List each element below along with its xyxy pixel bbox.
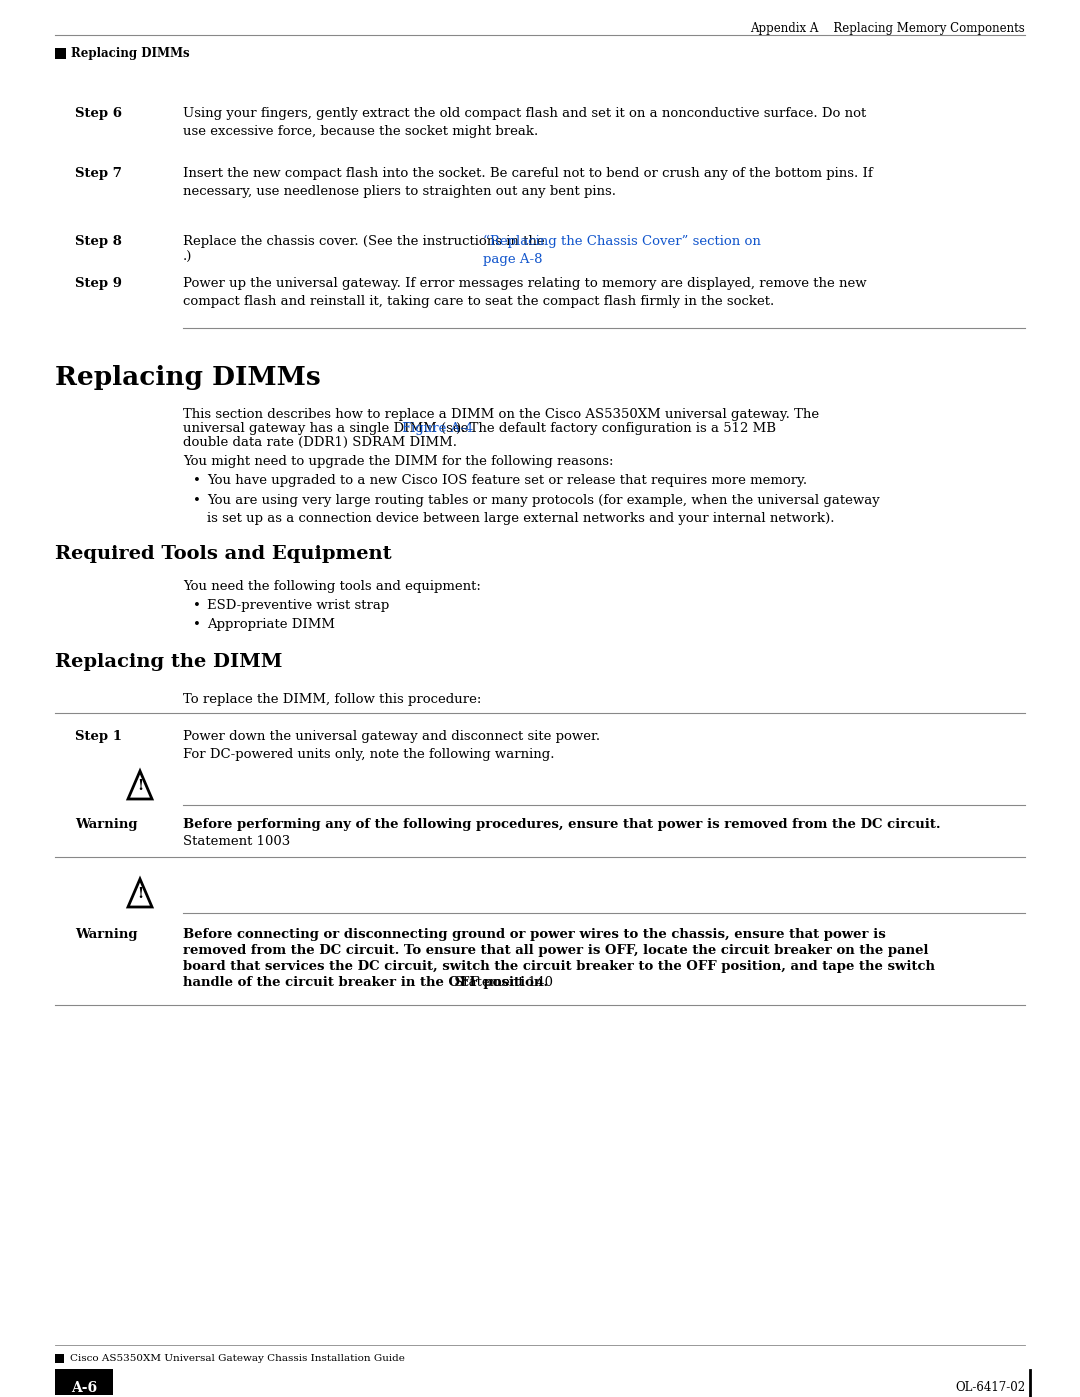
Text: Using your fingers, gently extract the old compact flash and set it on a noncond: Using your fingers, gently extract the o… — [183, 108, 866, 138]
Text: •: • — [193, 495, 201, 507]
Text: Figure A-4: Figure A-4 — [403, 422, 474, 434]
Text: Replacing DIMMs: Replacing DIMMs — [55, 365, 321, 390]
Text: Step 7: Step 7 — [75, 168, 122, 180]
Text: A-6: A-6 — [71, 1382, 97, 1396]
Text: For DC-powered units only, note the following warning.: For DC-powered units only, note the foll… — [183, 747, 554, 761]
Bar — [55, 1369, 113, 1396]
Bar — [55, 1354, 64, 1362]
Text: Replacing the DIMM: Replacing the DIMM — [55, 652, 282, 671]
Text: Replace the chassis cover. (See the instructions in the: Replace the chassis cover. (See the inst… — [183, 235, 549, 249]
Text: Before performing any of the following procedures, ensure that power is removed : Before performing any of the following p… — [183, 819, 941, 831]
Text: Step 6: Step 6 — [75, 108, 122, 120]
Text: •: • — [193, 617, 201, 631]
Text: Step 8: Step 8 — [75, 235, 122, 249]
Text: Statement 140: Statement 140 — [450, 977, 554, 989]
Text: Warning: Warning — [75, 928, 137, 942]
Text: Step 1: Step 1 — [75, 731, 122, 743]
Text: OL-6417-02: OL-6417-02 — [955, 1382, 1025, 1394]
Text: •: • — [193, 599, 201, 612]
Text: ESD-preventive wrist strap: ESD-preventive wrist strap — [207, 599, 389, 612]
Text: !: ! — [137, 887, 143, 901]
Text: Power up the universal gateway. If error messages relating to memory are display: Power up the universal gateway. If error… — [183, 277, 866, 307]
Polygon shape — [129, 771, 152, 799]
Text: You might need to upgrade the DIMM for the following reasons:: You might need to upgrade the DIMM for t… — [183, 455, 613, 468]
Text: universal gateway has a single DIMM (see: universal gateway has a single DIMM (see — [183, 422, 473, 434]
Text: !: ! — [137, 780, 143, 793]
Text: Appendix A    Replacing Memory Components: Appendix A Replacing Memory Components — [751, 22, 1025, 35]
Text: Insert the new compact flash into the socket. Be careful not to bend or crush an: Insert the new compact flash into the so… — [183, 168, 873, 198]
Text: removed from the DC circuit. To ensure that all power is OFF, locate the circuit: removed from the DC circuit. To ensure t… — [183, 944, 929, 957]
Text: “Replacing the Chassis Cover” section on
page A-8: “Replacing the Chassis Cover” section on… — [483, 235, 760, 267]
Text: ). The default factory configuration is a 512 MB: ). The default factory configuration is … — [456, 422, 775, 434]
Text: You need the following tools and equipment:: You need the following tools and equipme… — [183, 580, 481, 592]
Text: Step 9: Step 9 — [75, 277, 122, 291]
Bar — [55, 47, 66, 59]
Text: Appropriate DIMM: Appropriate DIMM — [207, 617, 335, 631]
Text: This section describes how to replace a DIMM on the Cisco AS5350XM universal gat: This section describes how to replace a … — [183, 408, 819, 420]
Text: Power down the universal gateway and disconnect site power.: Power down the universal gateway and dis… — [183, 731, 600, 743]
Text: Warning: Warning — [75, 819, 137, 831]
Polygon shape — [129, 879, 152, 907]
Text: Required Tools and Equipment: Required Tools and Equipment — [55, 545, 392, 563]
Text: •: • — [193, 474, 201, 488]
Text: You are using very large routing tables or many protocols (for example, when the: You are using very large routing tables … — [207, 495, 880, 525]
Text: board that services the DC circuit, switch the circuit breaker to the OFF positi: board that services the DC circuit, swit… — [183, 960, 935, 972]
Text: handle of the circuit breaker in the OFF position.: handle of the circuit breaker in the OFF… — [183, 977, 549, 989]
Text: Statement 1003: Statement 1003 — [183, 835, 291, 848]
Text: Before connecting or disconnecting ground or power wires to the chassis, ensure : Before connecting or disconnecting groun… — [183, 928, 886, 942]
Text: You have upgraded to a new Cisco IOS feature set or release that requires more m: You have upgraded to a new Cisco IOS fea… — [207, 474, 807, 488]
Text: To replace the DIMM, follow this procedure:: To replace the DIMM, follow this procedu… — [183, 693, 482, 705]
Text: double data rate (DDR1) SDRAM DIMM.: double data rate (DDR1) SDRAM DIMM. — [183, 436, 457, 448]
Text: Replacing DIMMs: Replacing DIMMs — [71, 47, 190, 60]
Text: Cisco AS5350XM Universal Gateway Chassis Installation Guide: Cisco AS5350XM Universal Gateway Chassis… — [70, 1354, 405, 1363]
Text: .): .) — [183, 251, 192, 264]
